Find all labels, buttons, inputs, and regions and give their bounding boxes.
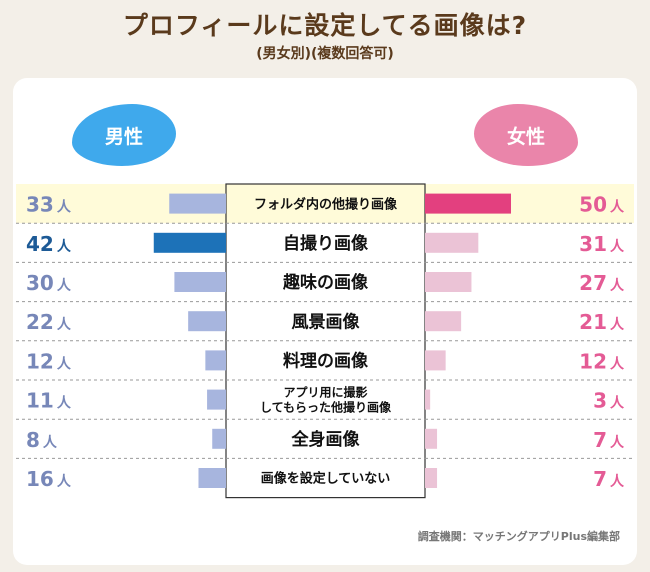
category-label: 料理の画像 xyxy=(283,351,369,372)
category-label: 自撮り画像 xyxy=(283,233,369,254)
male-bar xyxy=(198,468,226,488)
male-bar xyxy=(212,428,226,449)
male-legend-label: 男性 xyxy=(104,125,143,148)
category-label: 画像を設定していない xyxy=(261,471,391,487)
male-bar xyxy=(205,350,226,371)
female-bar xyxy=(425,468,438,488)
highlight-row-bg xyxy=(16,184,634,224)
female-bar xyxy=(425,232,479,253)
category-label: してもらった他撮り画像 xyxy=(260,399,392,414)
female-value-label: 50 人 xyxy=(579,193,625,217)
male-value-label: 33 人 xyxy=(26,193,72,217)
source-credit: 調査機関：マッチングアプリPlus編集部 xyxy=(417,530,620,543)
male-bar xyxy=(174,272,226,292)
male-value-label: 30 人 xyxy=(26,271,72,295)
male-bar xyxy=(207,389,226,410)
female-value-label: 27 人 xyxy=(579,271,625,295)
page-title: プロフィールに設定してる画像は? xyxy=(122,11,528,40)
category-label: 風景画像 xyxy=(292,312,361,332)
female-value-label: 31 人 xyxy=(579,232,625,256)
female-bar xyxy=(425,428,438,449)
female-bar xyxy=(425,389,431,410)
male-legend-bubble: 男性 xyxy=(72,104,176,166)
category-label: 全身画像 xyxy=(291,429,361,450)
female-bar xyxy=(425,311,462,332)
male-bar xyxy=(169,193,226,214)
female-value-label: 12 人 xyxy=(579,349,625,373)
male-value-label: 12 人 xyxy=(26,349,72,373)
category-label: 趣味の画像 xyxy=(282,272,369,293)
female-value-label: 21 人 xyxy=(579,310,625,334)
female-legend-label: 女性 xyxy=(506,125,545,148)
male-bar xyxy=(153,232,226,253)
male-value-label: 42 人 xyxy=(26,232,72,256)
category-label: フォルダ内の他撮り画像 xyxy=(254,196,398,212)
female-bar xyxy=(425,350,446,371)
male-value-label: 22 人 xyxy=(26,310,72,334)
category-label: アプリ用に撮影 xyxy=(283,384,367,399)
male-value-label: 16 人 xyxy=(26,467,72,491)
male-value-label: 11 人 xyxy=(26,389,72,413)
female-bar xyxy=(425,272,472,292)
female-bar xyxy=(425,193,511,214)
male-bar xyxy=(188,311,226,332)
page-subtitle: (男女別)(複数回答可) xyxy=(256,46,394,62)
